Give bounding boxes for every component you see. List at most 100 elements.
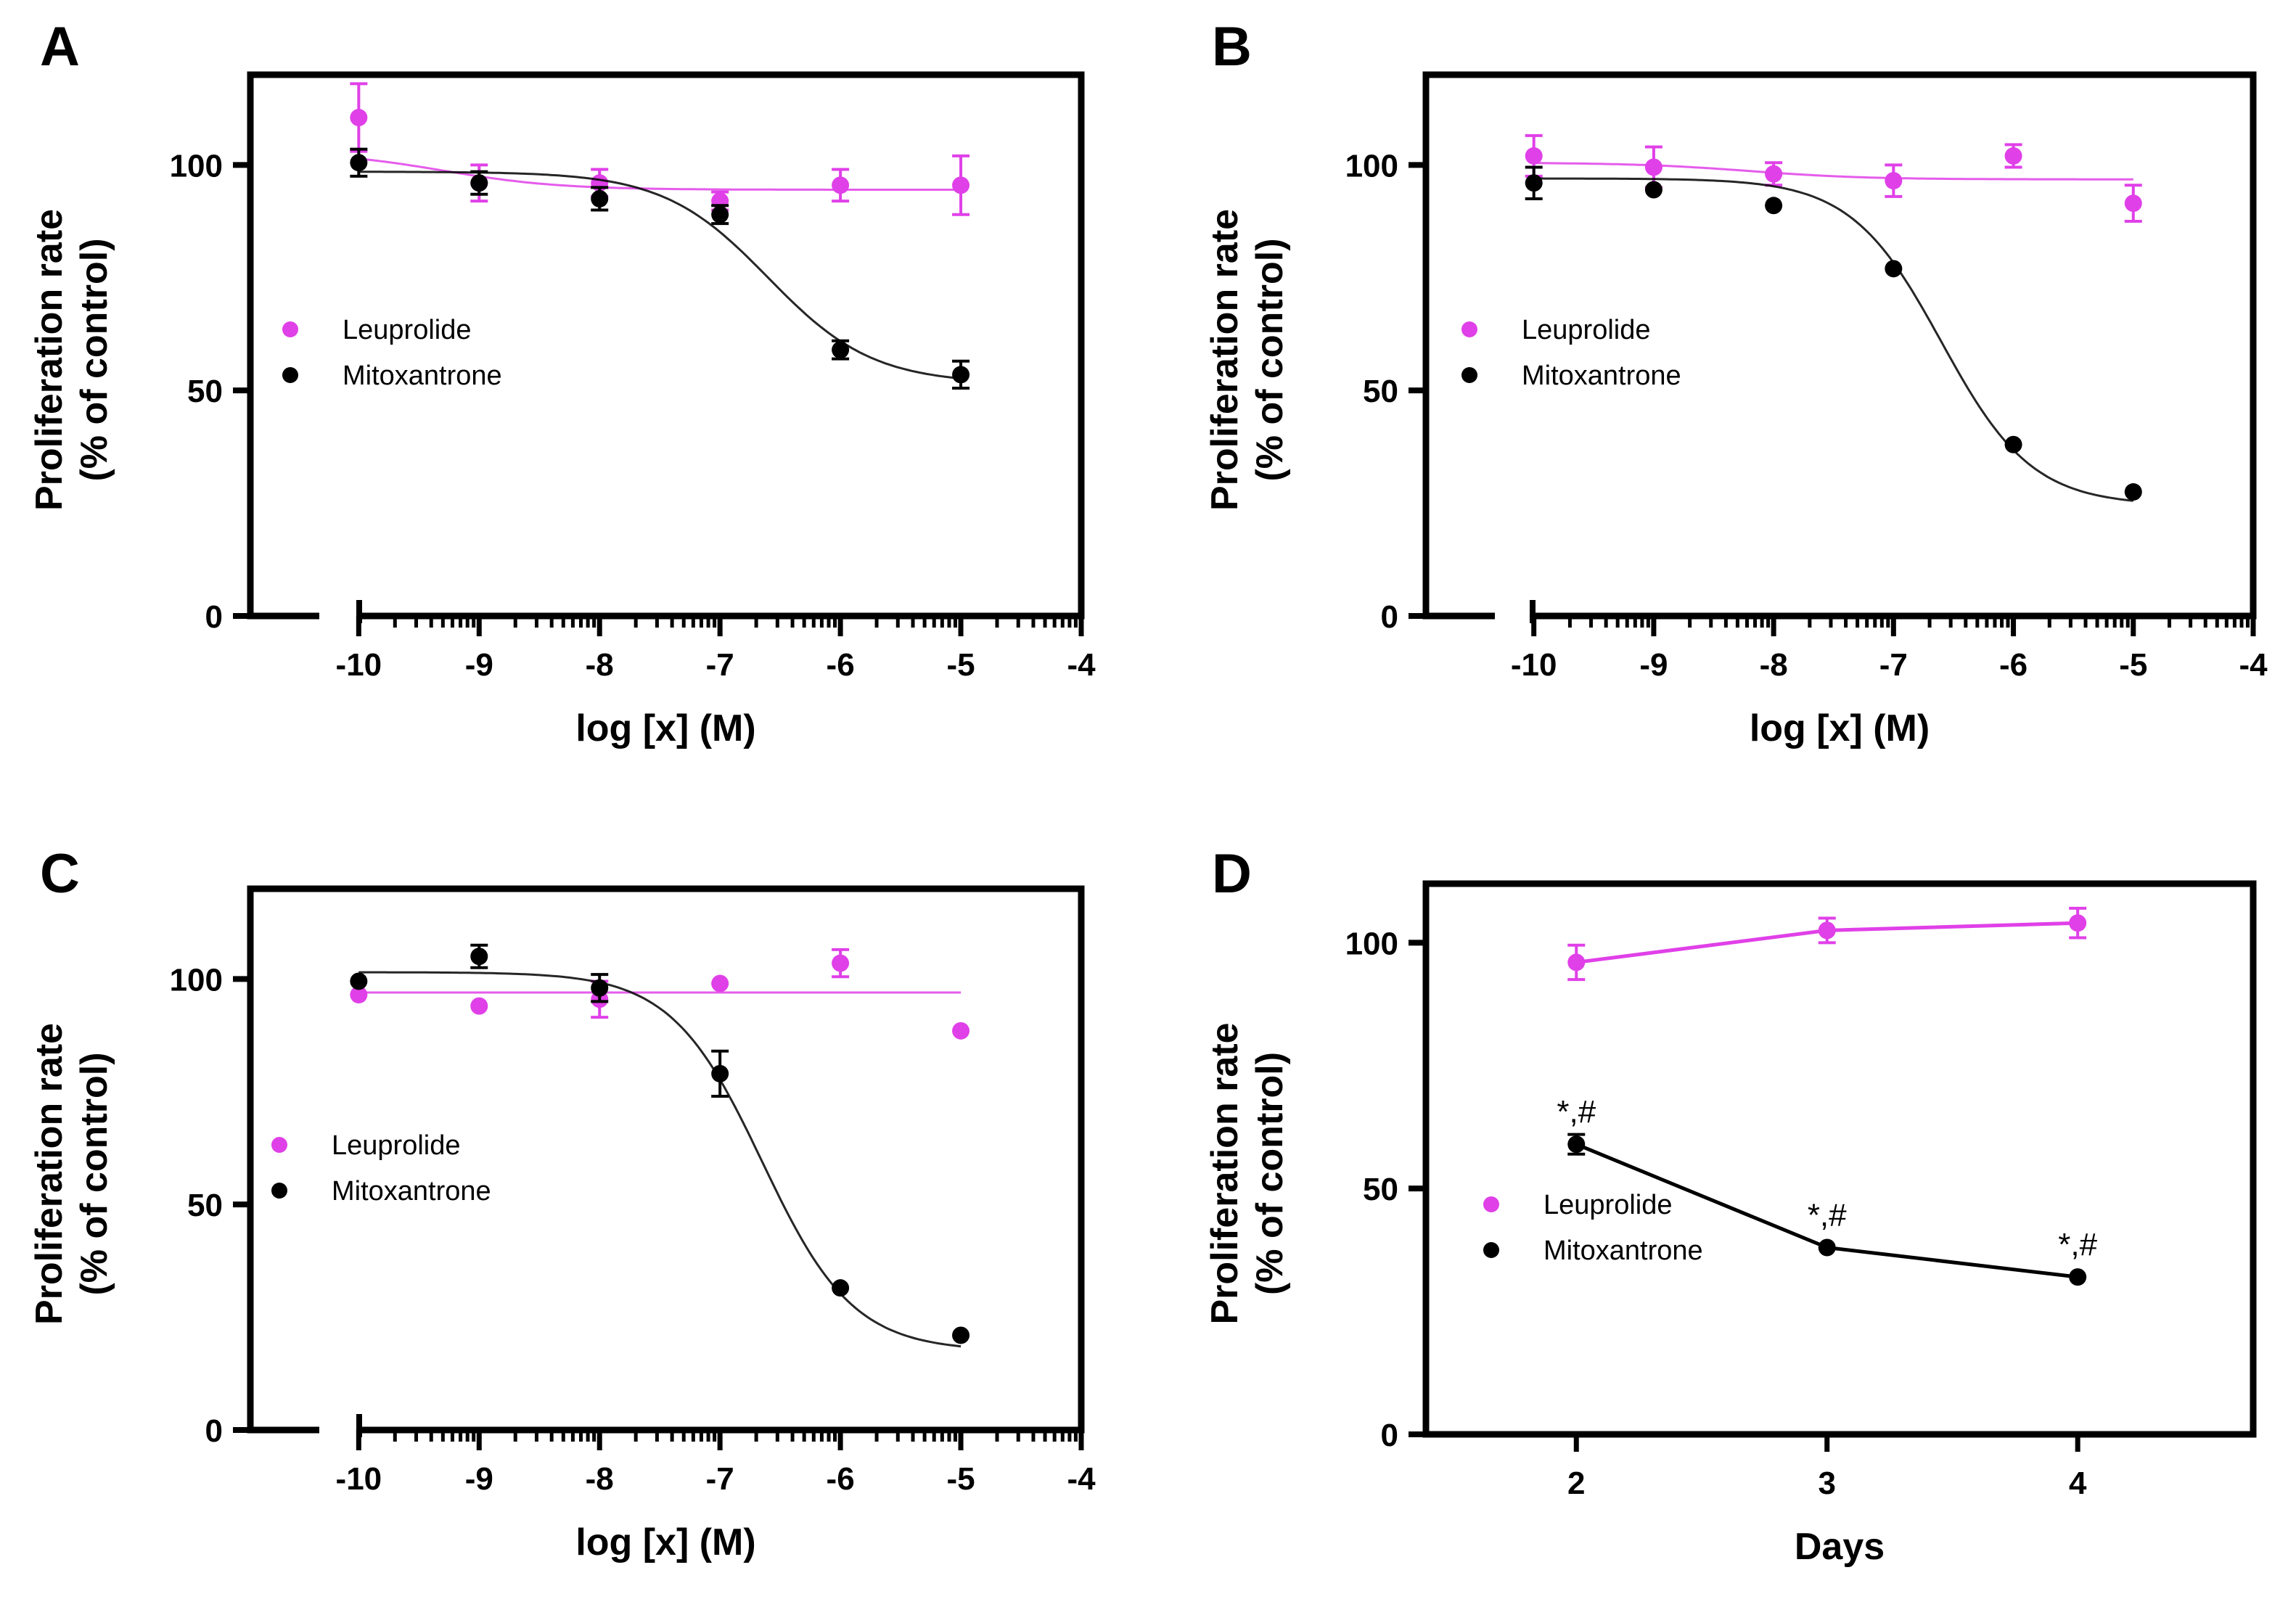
data-point [1525,147,1543,165]
x-axis-title: Days [1795,1526,1885,1568]
x-tick-label: -7 [706,647,734,683]
data-point [1644,181,1662,199]
data-point [832,176,850,194]
legend: Leuprolide Mitoxantrone [282,315,502,391]
fit-curve [1533,162,2133,181]
y-tick-label: 100 [1345,926,1398,961]
x-tick-label: -10 [336,647,382,683]
data-point [952,176,970,194]
panel-letter: A [40,16,80,78]
data-point [711,974,729,993]
y-axis-title: Proliferation rate [28,1023,70,1325]
legend-marker [1483,1196,1499,1212]
panel-letter: B [1212,16,1252,78]
x-tick-label: -9 [465,1461,493,1497]
significance-annotation: *,# [1557,1094,1596,1130]
fit-curve [1533,177,2133,502]
y-tick-label: 100 [170,962,223,998]
y-tick-label: 0 [205,1413,223,1449]
legend-label: Leuprolide [1543,1190,1672,1220]
data-point [2069,914,2087,932]
data-point [350,154,368,172]
legend-label: Leuprolide [1522,315,1650,345]
data-point [2004,147,2022,165]
y-axis-title: Proliferation rate [1204,209,1246,511]
x-tick-label: -5 [2119,647,2147,683]
x-tick-label: -10 [1511,647,1557,683]
legend-label: Mitoxantrone [1543,1236,1703,1266]
x-tick-label: 3 [1818,1466,1835,1501]
data-point [470,997,488,1015]
series-leuprolide [350,948,970,1040]
x-axis-title: log [x] (M) [575,707,755,749]
x-tick-label: -5 [946,647,975,683]
y-tick-label: 50 [187,374,223,409]
significance-annotation: *,# [2058,1227,2097,1262]
fit-curve [358,157,962,191]
y-tick-label: 100 [1345,148,1398,184]
panel-letter: C [40,843,80,905]
y-axis-title: (% of control) [1249,1052,1291,1295]
y-tick-label: 0 [1381,599,1398,635]
x-tick-label: -5 [946,1461,975,1497]
legend-label: Mitoxantrone [332,1176,491,1207]
panel-letter: D [1212,843,1252,905]
data-point [1818,1238,1836,1257]
y-axis-title: Proliferation rate [1204,1022,1246,1324]
data-point [470,948,488,966]
legend-marker [271,1137,287,1153]
y-axis-title: (% of control) [1249,238,1291,481]
x-tick-label: -10 [336,1461,382,1497]
data-point [350,986,368,1004]
legend-label: Leuprolide [332,1130,460,1161]
data-point [1644,158,1662,176]
data-point [2004,435,2022,453]
data-point [2124,194,2142,213]
data-point [1567,953,1586,971]
series-leuprolide [1567,906,2087,982]
chart-panel-d: D 0 50 100 2 3 4 Days Proliferation rate (% of co… [1204,843,2257,1568]
significance-annotation: *,# [1808,1197,1847,1233]
data-point [1885,260,1903,278]
legend: Leuprolide Mitoxantrone [271,1130,491,1207]
legend-marker [282,321,298,337]
x-tick-label: -6 [827,647,855,683]
series-mitoxantrone [1525,165,2142,502]
y-axis-title: (% of control) [73,238,115,481]
legend-marker [1461,367,1477,383]
legend-marker [271,1183,287,1199]
data-point [1885,172,1903,190]
chart-panel-b: B 0 50 100 -10 -9 -8 -7 -6 -5 -4 log [x] (M) Prolife… [1204,16,2268,749]
legend: Leuprolide Mitoxantrone [1483,1190,1703,1266]
data-point [832,954,850,972]
x-tick-label: -6 [1999,647,2028,683]
chart-panel-c: C 0 50 100 -10 -9 -8 -7 -6 -5 -4 log [x] (M) Prolife… [28,843,1096,1563]
data-point [952,1326,970,1344]
data-point [1765,165,1783,183]
fit-curve [358,971,962,1348]
series-mitoxantrone: *,# *,# *,# [1557,1094,2098,1286]
x-tick-label: 2 [1567,1466,1585,1501]
data-point [591,189,609,207]
x-axis-title: log [x] (M) [575,1521,755,1563]
x-tick-label: -8 [586,647,614,683]
x-tick-label: 4 [2069,1466,2087,1501]
data-point [350,109,368,127]
data-point [1765,197,1783,215]
legend-marker [1483,1242,1499,1258]
x-axis-title: log [x] (M) [1750,707,1930,749]
x-tick-label: -8 [586,1461,614,1497]
data-point [832,1279,850,1297]
legend: Leuprolide Mitoxantrone [1461,315,1681,391]
fit-curve [358,170,962,380]
data-point [350,972,368,990]
x-tick-label: -9 [1639,647,1668,683]
data-point [2069,1268,2087,1286]
data-point [711,205,729,223]
y-tick-label: 50 [187,1188,223,1223]
y-tick-label: 50 [1363,374,1398,409]
data-point [711,1064,729,1082]
chart-panel-a: A 0 50 100 -10 -9 -8 -7 -6 -5 -4 log [x] (M) Prolife… [28,16,1096,749]
data-point [1818,921,1836,940]
legend-marker [282,367,298,383]
